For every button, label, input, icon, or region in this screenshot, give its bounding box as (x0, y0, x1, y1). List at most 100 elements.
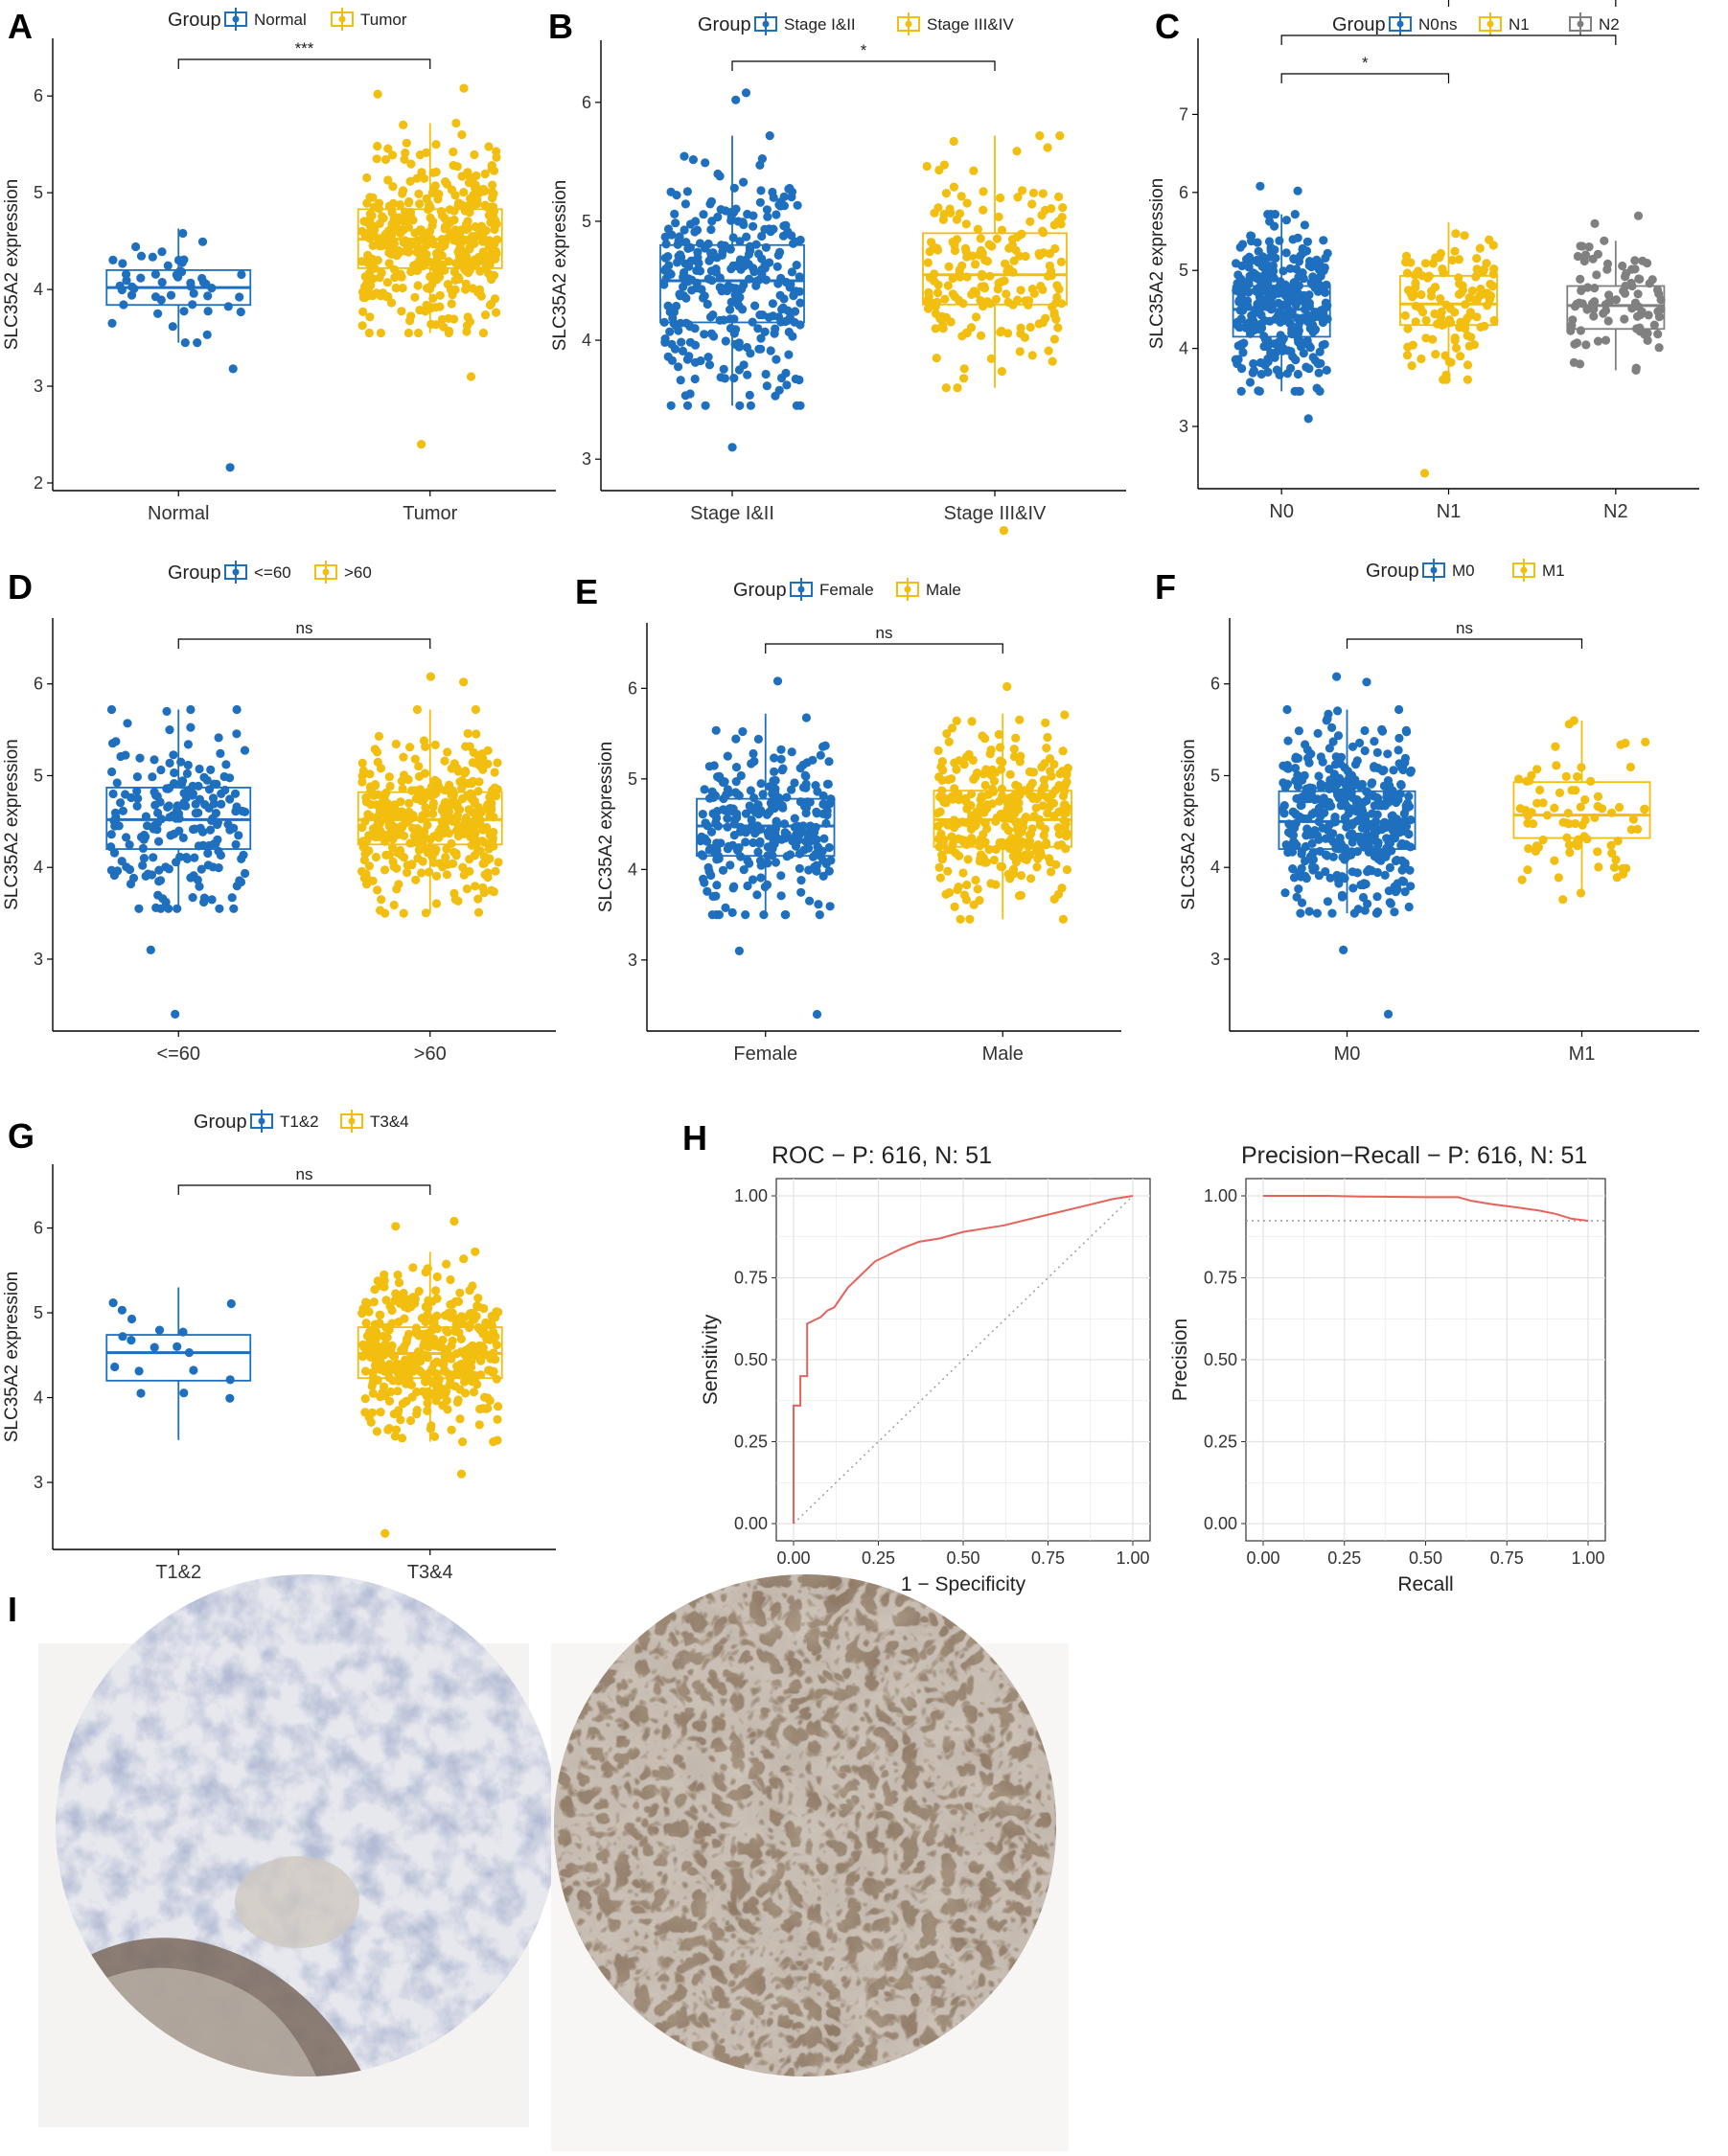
data-point (670, 209, 680, 218)
data-point (360, 231, 370, 241)
y-tick-label: 3 (628, 951, 637, 970)
data-point (494, 858, 503, 867)
data-point (455, 1414, 465, 1424)
data-point (1385, 862, 1394, 873)
data-point (1402, 727, 1412, 737)
data-point (1021, 296, 1030, 306)
data-point (414, 1287, 424, 1296)
data-point (1322, 280, 1331, 289)
data-point (781, 910, 791, 920)
data-point (771, 827, 780, 837)
y-tick-label: 0.75 (1204, 1269, 1237, 1288)
data-point (1486, 291, 1496, 301)
data-point (1348, 883, 1358, 893)
legend-key-dot (232, 568, 240, 576)
box-1 (105, 704, 252, 1019)
data-point (976, 802, 985, 812)
data-point (979, 187, 988, 196)
x-tick-label-3: N2 (1603, 501, 1628, 522)
data-point (1384, 838, 1394, 848)
data-point (490, 783, 499, 792)
data-point (726, 264, 736, 274)
data-point (770, 834, 780, 843)
data-point (712, 881, 722, 890)
data-point (180, 338, 190, 348)
data-point (743, 370, 752, 379)
data-point (422, 194, 431, 203)
y-tick-label: 6 (1210, 675, 1220, 694)
data-point (1538, 835, 1548, 845)
data-point (394, 1278, 404, 1288)
data-point (400, 1314, 409, 1323)
data-point (1339, 844, 1348, 854)
box-1 (105, 228, 252, 472)
y-tick-label: 0.75 (734, 1269, 768, 1288)
data-point (461, 285, 471, 294)
data-point (1558, 817, 1568, 827)
data-point (368, 193, 378, 202)
data-point (110, 808, 121, 818)
outlier-point (1383, 1009, 1394, 1019)
data-point (417, 168, 426, 177)
data-point (223, 302, 233, 311)
data-point (771, 324, 780, 333)
data-point (1654, 288, 1664, 299)
data-point (1301, 841, 1310, 852)
data-point (977, 282, 986, 291)
data-point (678, 346, 688, 356)
data-points (108, 1298, 236, 1403)
data-point (473, 252, 483, 263)
data-point (1475, 243, 1485, 253)
data-point (444, 829, 453, 838)
data-point (1607, 848, 1617, 859)
data-point (924, 287, 933, 297)
box-2 (1512, 716, 1651, 905)
data-point (942, 729, 952, 739)
data-point (1048, 356, 1057, 366)
data-point (1467, 286, 1477, 296)
data-point (188, 300, 197, 310)
data-point (362, 172, 372, 183)
data-point (1053, 823, 1063, 833)
data-point (813, 842, 822, 852)
data-point (790, 814, 799, 823)
panel-I: I (8, 1574, 1069, 2151)
data-point (739, 177, 749, 187)
data-point (749, 267, 759, 277)
data-point (819, 834, 829, 843)
data-point (742, 232, 751, 241)
outlier-point (1362, 677, 1371, 687)
data-point (387, 219, 397, 229)
data-point (1586, 776, 1596, 787)
data-point (391, 1289, 401, 1298)
box-2 (1399, 221, 1499, 478)
data-point (661, 240, 671, 249)
data-point (360, 292, 370, 303)
data-point (668, 313, 678, 323)
data-point (938, 794, 948, 805)
data-point (1279, 761, 1288, 770)
data-point (1489, 315, 1499, 325)
data-point (707, 217, 717, 226)
data-point (1400, 859, 1410, 868)
data-point (672, 301, 681, 311)
data-point (1009, 869, 1019, 879)
data-point (393, 1270, 403, 1280)
data-point (703, 886, 712, 896)
data-point (1283, 736, 1293, 745)
data-point (195, 764, 204, 774)
data-point (1025, 840, 1035, 850)
data-point (1297, 898, 1307, 907)
data-point (492, 1307, 501, 1317)
data-point (1428, 334, 1438, 344)
legend: Group N0 N1 N2 (1332, 12, 1620, 35)
data-point (757, 264, 767, 274)
data-point (703, 299, 712, 310)
data-point (380, 908, 390, 918)
data-point (1554, 873, 1563, 883)
data-point (1525, 776, 1534, 786)
data-point (1571, 818, 1580, 829)
data-point (947, 723, 957, 733)
